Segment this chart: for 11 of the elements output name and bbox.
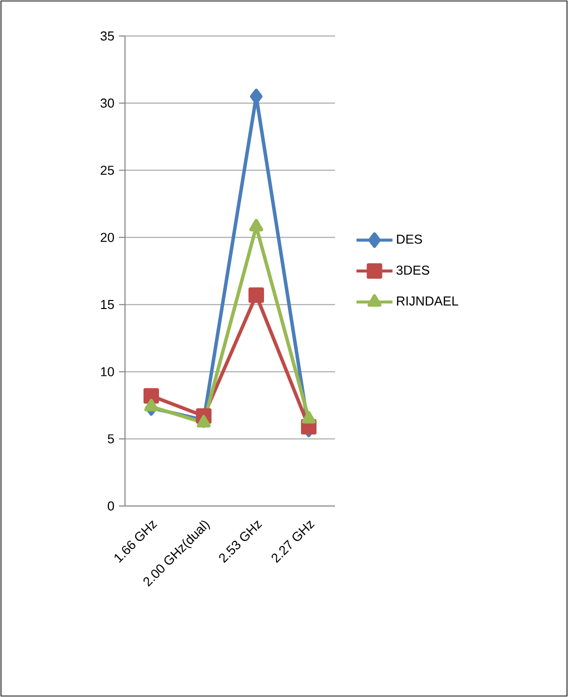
legend-label: 3DES bbox=[396, 266, 430, 275]
legend-label: DES bbox=[397, 234, 422, 244]
y-tick-label: 5 bbox=[108, 434, 114, 444]
y-tick-label: 15 bbox=[101, 300, 114, 310]
y-tick-label: 30 bbox=[100, 98, 114, 108]
y-tick-label: 0 bbox=[108, 501, 114, 511]
y-tick-label: 20 bbox=[100, 232, 114, 242]
y-tick-label: 25 bbox=[100, 166, 114, 175]
y-tick-label: 10 bbox=[101, 367, 114, 376]
y-tick-label: 35 bbox=[100, 31, 114, 41]
legend-label: RIJNDAEL bbox=[397, 296, 458, 306]
